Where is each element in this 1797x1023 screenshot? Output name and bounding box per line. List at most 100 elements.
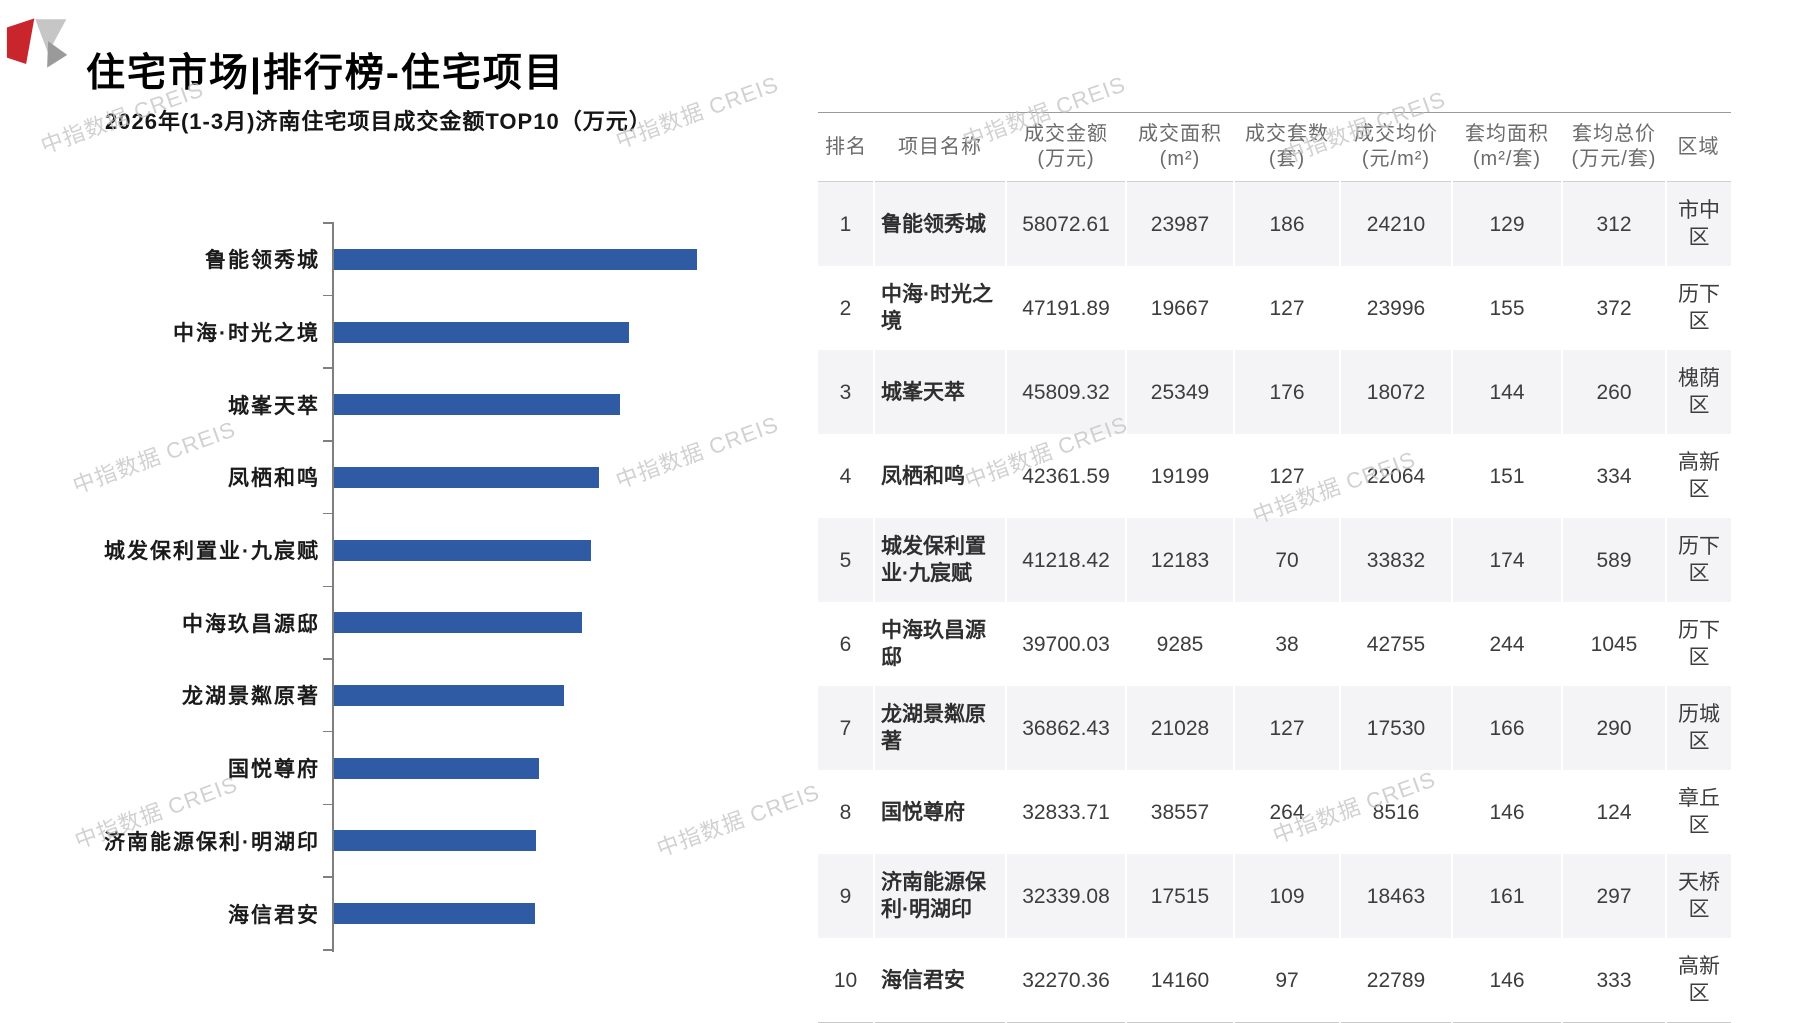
table-cell: 市中区 — [1665, 181, 1731, 266]
table-cell: 17530 — [1339, 686, 1452, 770]
table-cell: 42755 — [1339, 602, 1452, 686]
axis-tick — [323, 222, 332, 224]
table-cell: 144 — [1451, 350, 1562, 434]
table-cell: 264 — [1233, 770, 1340, 854]
column-header: 成交套数 (套) — [1245, 123, 1329, 170]
column-header: 成交金额 (万元) — [1024, 123, 1108, 170]
table-cell: 章丘区 — [1665, 770, 1731, 854]
table-cell: 中海·时光之境 — [873, 266, 1006, 350]
chart-row: 国悦尊府 — [0, 732, 780, 805]
table-cell: 6 — [839, 632, 852, 656]
axis-tick — [323, 367, 332, 369]
table-cell: 历下区 — [1665, 518, 1731, 602]
table-cell: 42361.59 — [1005, 434, 1126, 518]
table-cell: 14160 — [1125, 938, 1234, 1023]
column-header: 排名 — [825, 135, 867, 158]
table-cell: 9285 — [1125, 602, 1234, 686]
table-cell: 城发保利置业·九宸赋 — [873, 518, 1006, 602]
table-cell: 1045 — [1561, 602, 1666, 686]
table-cell: 24210 — [1339, 181, 1452, 266]
chart-row: 鲁能领秀城 — [0, 223, 780, 296]
table-cell: 146 — [1451, 770, 1562, 854]
axis-tick — [323, 658, 332, 660]
table-cell: 高新区 — [1665, 434, 1731, 518]
table-cell: 龙湖景粼原著 — [873, 686, 1006, 770]
bar — [333, 394, 621, 416]
chart-row: 龙湖景粼原著 — [0, 659, 780, 732]
column-header: 项目名称 — [898, 135, 982, 158]
bar — [333, 539, 592, 561]
table-cell: 176 — [1233, 350, 1340, 434]
table-row: 3 城峯天萃 45809.32 25349 176 18072 144 260 槐荫区 — [818, 350, 1731, 434]
column-header: 成交面积 (m²) — [1138, 123, 1222, 170]
axis-tick — [323, 730, 332, 733]
table-cell: 1 — [839, 212, 852, 236]
table-cell: 历下区 — [1665, 266, 1731, 350]
table-cell: 32833.71 — [1005, 770, 1126, 854]
table-cell: 244 — [1451, 602, 1562, 686]
table-cell: 124 — [1561, 770, 1666, 854]
table-cell: 10 — [833, 968, 858, 992]
chart-row: 中海玖昌源邸 — [0, 586, 780, 659]
table-row: 6 中海玖昌源邸 39700.03 9285 38 42755 244 1045 历下区 — [818, 602, 1731, 686]
table-cell: 372 — [1561, 266, 1666, 350]
chart-rows: 鲁能领秀城 中海·时光之境 城峯天萃 凤栖和鸣 城发保利置业·九宸赋 中海玖昌源邸 龙湖景粼… — [0, 223, 780, 950]
table-cell: 166 — [1451, 686, 1562, 770]
table-cell: 22789 — [1339, 938, 1452, 1023]
table-cell: 19667 — [1125, 266, 1234, 350]
bar — [333, 830, 536, 852]
table-cell: 18072 — [1339, 350, 1452, 434]
axis-tick — [323, 294, 332, 297]
table-cell: 4 — [839, 464, 852, 488]
table-cell: 161 — [1451, 854, 1562, 938]
table-cell: 127 — [1233, 266, 1340, 350]
table-cell: 济南能源保利·明湖印 — [873, 854, 1006, 938]
table-cell: 36862.43 — [1005, 686, 1126, 770]
table-cell: 186 — [1233, 181, 1340, 266]
table-cell: 47191.89 — [1005, 266, 1126, 350]
table-cell: 146 — [1451, 938, 1562, 1023]
chart-y-axis — [332, 222, 334, 952]
table-cell: 41218.42 — [1005, 518, 1126, 602]
table-cell: 国悦尊府 — [873, 770, 1006, 854]
table-row: 8 国悦尊府 32833.71 38557 264 8516 146 124 章丘区 — [818, 770, 1731, 854]
table-cell: 3 — [839, 380, 852, 404]
table-cell: 38 — [1233, 602, 1340, 686]
table-cell: 18463 — [1339, 854, 1452, 938]
bar — [333, 903, 536, 925]
table-cell: 21028 — [1125, 686, 1234, 770]
axis-tick — [323, 876, 332, 878]
table-cell: 海信君安 — [873, 938, 1006, 1023]
bar-label: 鲁能领秀城 — [205, 249, 320, 273]
bar — [333, 684, 565, 706]
table-row: 7 龙湖景粼原著 36862.43 21028 127 17530 166 290 历城区 — [818, 686, 1731, 770]
table-cell: 9 — [839, 884, 852, 908]
table-cell: 127 — [1233, 686, 1340, 770]
table-cell: 334 — [1561, 434, 1666, 518]
bar — [333, 757, 539, 779]
column-header: 成交均价 (元/m²) — [1354, 123, 1438, 170]
table-cell: 290 — [1561, 686, 1666, 770]
table-cell: 8 — [839, 800, 852, 824]
bar-label: 中海玖昌源邸 — [182, 612, 320, 636]
table-header: 排名 项目名称 成交金额 (万元) 成交面积 (m²) 成交套数 (套) 成交均价 (元/m²) 套… — [818, 113, 1731, 182]
table-row: 10 海信君安 32270.36 14160 97 22789 146 333 高新区 — [818, 938, 1731, 1023]
chart-row: 海信君安 — [0, 877, 780, 950]
table-cell: 32270.36 — [1005, 938, 1126, 1023]
bar — [333, 612, 582, 634]
bar-label: 海信君安 — [228, 903, 320, 927]
table-cell: 174 — [1451, 518, 1562, 602]
chart-title: 2026年(1-3月)济南住宅项目成交金额TOP10（万元） — [105, 109, 652, 134]
table-cell: 151 — [1451, 434, 1562, 518]
table-cell: 155 — [1451, 266, 1562, 350]
bar-chart: 鲁能领秀城 中海·时光之境 城峯天萃 凤栖和鸣 城发保利置业·九宸赋 中海玖昌源邸 龙湖景粼… — [0, 222, 780, 952]
table-cell: 589 — [1561, 518, 1666, 602]
ranking-table: 排名 项目名称 成交金额 (万元) 成交面积 (m²) 成交套数 (套) 成交均价 (元/m²) 套… — [818, 112, 1731, 1023]
table-cell: 297 — [1561, 854, 1666, 938]
logo-shapes-icon — [6, 18, 68, 68]
table-cell: 8516 — [1339, 770, 1452, 854]
axis-tick — [323, 440, 332, 442]
table-cell: 历下区 — [1665, 602, 1731, 686]
table-cell: 12183 — [1125, 518, 1234, 602]
table-cell: 33832 — [1339, 518, 1452, 602]
